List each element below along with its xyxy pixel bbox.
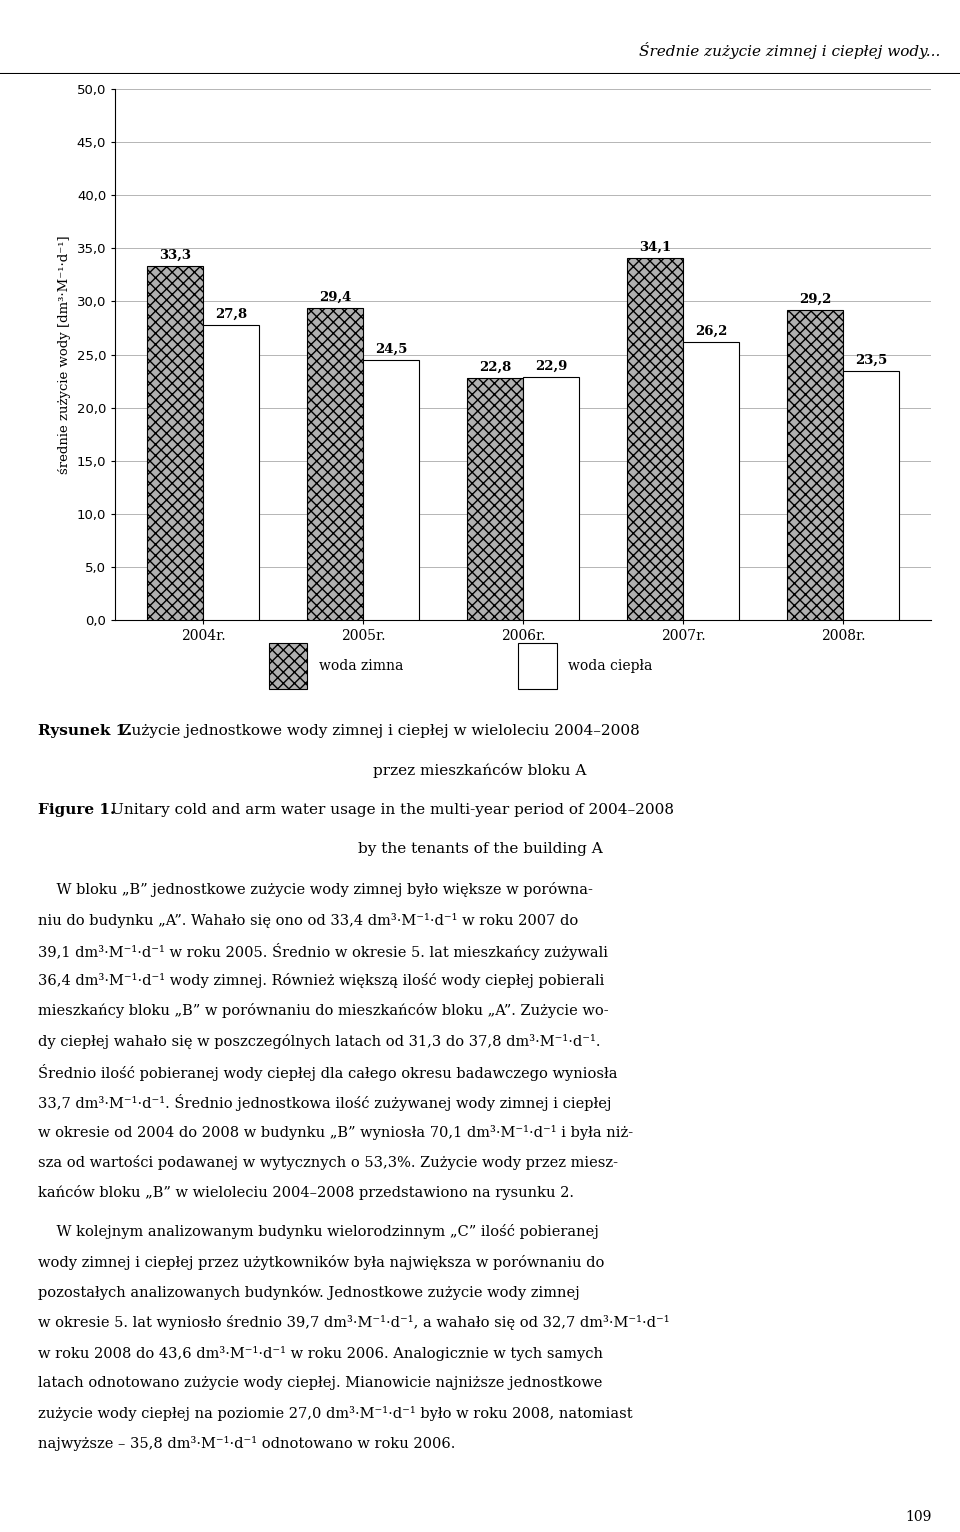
Text: najwyższe – 35,8 dm³·M⁻¹·d⁻¹ odnotowano w roku 2006.: najwyższe – 35,8 dm³·M⁻¹·d⁻¹ odnotowano …	[38, 1437, 456, 1451]
Text: 22,8: 22,8	[479, 362, 512, 374]
Text: Figure 1.: Figure 1.	[38, 803, 116, 817]
Text: 29,4: 29,4	[319, 291, 351, 303]
Text: Zużycie jednostkowe wody zimnej i ciepłej w wieloleciu 2004–2008: Zużycie jednostkowe wody zimnej i ciepłe…	[121, 725, 640, 738]
Text: Średnio ilość pobieranej wody ciepłej dla całego okresu badawczego wyniosła: Średnio ilość pobieranej wody ciepłej dl…	[38, 1065, 618, 1082]
Text: w okresie 5. lat wyniosło średnio 39,7 dm³·M⁻¹·d⁻¹, a wahało się od 32,7 dm³·M⁻¹: w okresie 5. lat wyniosło średnio 39,7 d…	[38, 1316, 670, 1330]
Text: 39,1 dm³·M⁻¹·d⁻¹ w roku 2005. Średnio w okresie 5. lat mieszkańcy zużywali: 39,1 dm³·M⁻¹·d⁻¹ w roku 2005. Średnio w …	[38, 942, 609, 961]
Text: sza od wartości podawanej w wytycznych o 53,3%. Zużycie wody przez miesz-: sza od wartości podawanej w wytycznych o…	[38, 1155, 618, 1170]
Text: pozostałych analizowanych budynków. Jednostkowe zużycie wody zimnej: pozostałych analizowanych budynków. Jedn…	[38, 1285, 580, 1301]
Bar	[269, 643, 307, 689]
Text: Unitary cold and arm water usage in the multi-year period of 2004–2008: Unitary cold and arm water usage in the …	[110, 803, 674, 817]
Text: 27,8: 27,8	[215, 308, 248, 320]
Bar	[684, 342, 739, 620]
Text: Średnie zużycie zimnej i ciepłej wody...: Średnie zużycie zimnej i ciepłej wody...	[639, 43, 941, 60]
Text: wody zimnej i ciepłej przez użytkowników była największa w porównaniu do: wody zimnej i ciepłej przez użytkowników…	[38, 1255, 605, 1270]
Text: latach odnotowano zużycie wody ciepłej. Mianowicie najniższe jednostkowe: latach odnotowano zużycie wody ciepłej. …	[38, 1376, 603, 1390]
Bar	[468, 378, 523, 620]
Bar	[787, 309, 843, 620]
Text: w roku 2008 do 43,6 dm³·M⁻¹·d⁻¹ w roku 2006. Analogicznie w tych samych: w roku 2008 do 43,6 dm³·M⁻¹·d⁻¹ w roku 2…	[38, 1345, 604, 1360]
Text: zużycie wody ciepłej na poziomie 27,0 dm³·M⁻¹·d⁻¹ było w roku 2008, natomiast: zużycie wody ciepłej na poziomie 27,0 dm…	[38, 1406, 633, 1422]
Y-axis label: średnie zużycie wody [dm³·M⁻¹·d⁻¹]: średnie zużycie wody [dm³·M⁻¹·d⁻¹]	[59, 236, 71, 473]
Text: W kolejnym analizowanym budynku wielorodzinnym „C” ilość pobieranej: W kolejnym analizowanym budynku wielorod…	[38, 1224, 599, 1239]
Bar	[147, 267, 204, 620]
Text: woda ciepła: woda ciepła	[568, 659, 653, 674]
Text: 36,4 dm³·M⁻¹·d⁻¹ wody zimnej. Również większą ilość wody ciepłej pobierali: 36,4 dm³·M⁻¹·d⁻¹ wody zimnej. Również wi…	[38, 973, 605, 988]
Text: 24,5: 24,5	[375, 343, 407, 355]
Bar	[204, 325, 259, 620]
Text: 33,3: 33,3	[159, 250, 191, 262]
Text: niu do budynku „A”. Wahało się ono od 33,4 dm³·M⁻¹·d⁻¹ w roku 2007 do: niu do budynku „A”. Wahało się ono od 33…	[38, 913, 579, 927]
Text: Rysunek 1.: Rysunek 1.	[38, 725, 132, 738]
Text: woda zimna: woda zimna	[319, 659, 403, 674]
Bar	[307, 308, 363, 620]
Text: 29,2: 29,2	[799, 293, 831, 306]
Bar	[518, 643, 557, 689]
Bar	[627, 257, 684, 620]
Bar	[363, 360, 420, 620]
Bar	[523, 377, 579, 620]
Text: 22,9: 22,9	[535, 360, 567, 372]
Text: dy ciepłej wahało się w poszczególnych latach od 31,3 do 37,8 dm³·M⁻¹·d⁻¹.: dy ciepłej wahało się w poszczególnych l…	[38, 1034, 601, 1049]
Text: 33,7 dm³·M⁻¹·d⁻¹. Średnio jednostkowa ilość zużywanej wody zimnej i ciepłej: 33,7 dm³·M⁻¹·d⁻¹. Średnio jednostkowa il…	[38, 1094, 612, 1111]
Text: 34,1: 34,1	[639, 241, 671, 254]
Text: 109: 109	[905, 1509, 931, 1524]
Text: by the tenants of the building A: by the tenants of the building A	[358, 843, 602, 856]
Text: W bloku „B” jednostkowe zużycie wody zimnej było większe w porówna-: W bloku „B” jednostkowe zużycie wody zim…	[38, 882, 593, 898]
Text: kańców bloku „B” w wieloleciu 2004–2008 przedstawiono na rysunku 2.: kańców bloku „B” w wieloleciu 2004–2008 …	[38, 1186, 574, 1200]
Text: w okresie od 2004 do 2008 w budynku „B” wyniosła 70,1 dm³·M⁻¹·d⁻¹ i była niż-: w okresie od 2004 do 2008 w budynku „B” …	[38, 1124, 634, 1140]
Text: 23,5: 23,5	[855, 354, 887, 366]
Bar	[843, 371, 900, 620]
Text: 26,2: 26,2	[695, 325, 728, 337]
Text: przez mieszkańców bloku A: przez mieszkańców bloku A	[373, 763, 587, 778]
Text: mieszkańcy bloku „B” w porównaniu do mieszkańców bloku „A”. Zużycie wo-: mieszkańcy bloku „B” w porównaniu do mie…	[38, 1003, 609, 1019]
